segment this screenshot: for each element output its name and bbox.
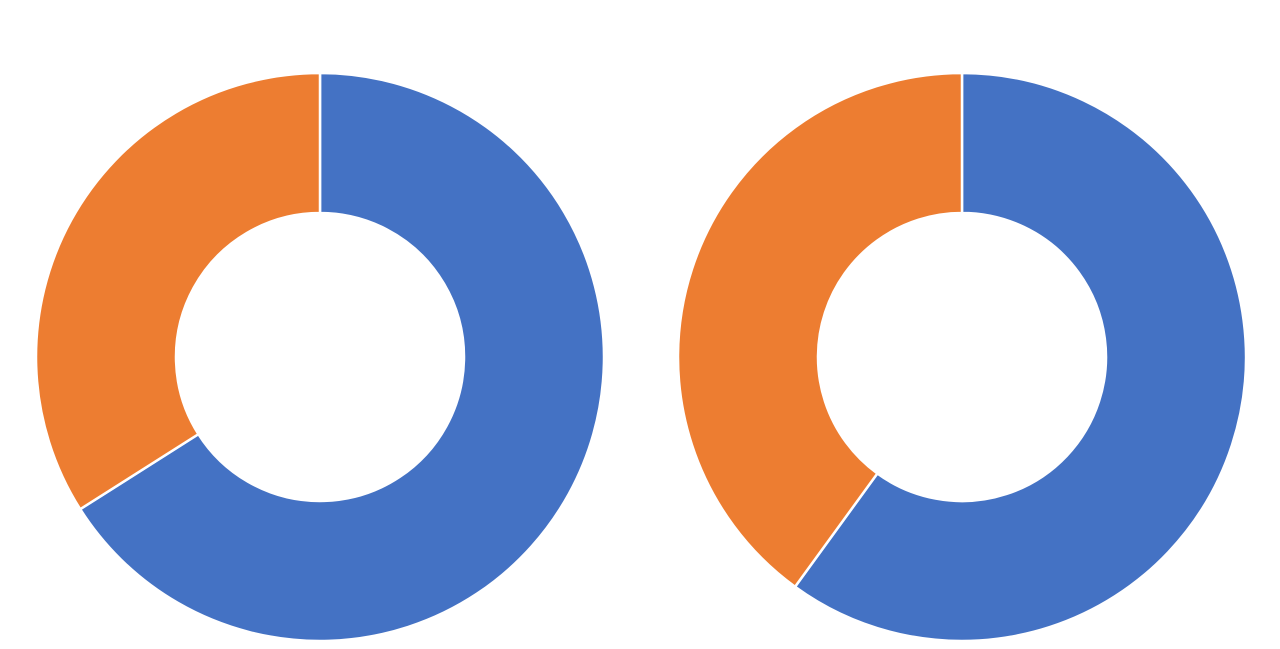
donut-segment [78,71,606,643]
donut-segment [34,71,322,511]
donut-segment [793,71,1248,643]
donut-segment [676,71,964,589]
